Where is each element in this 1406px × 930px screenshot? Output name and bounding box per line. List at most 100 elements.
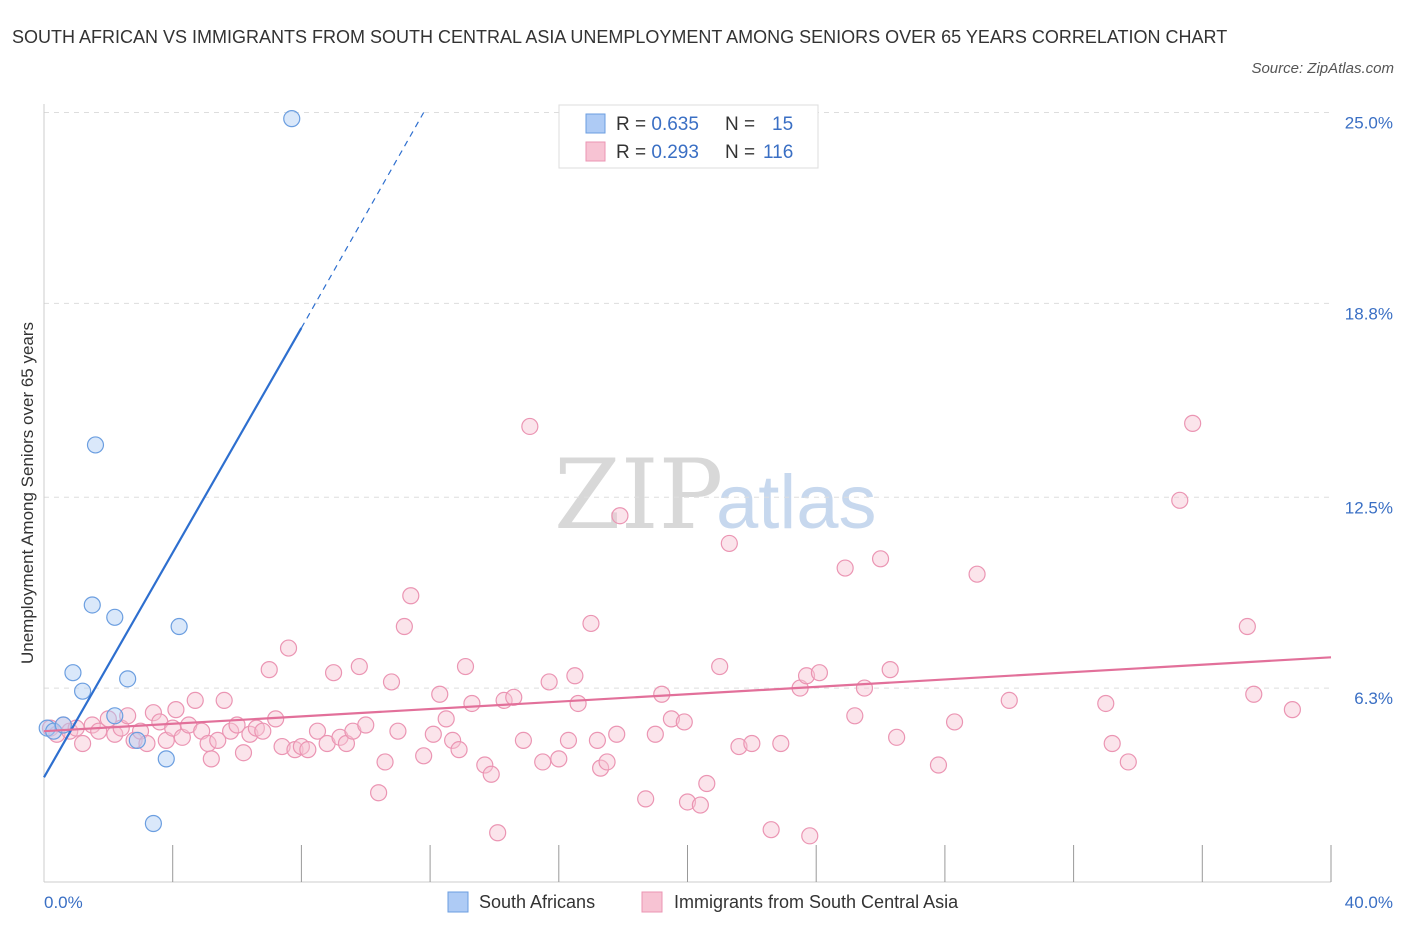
data-point-immigrants	[1238, 617, 1256, 636]
data-point-immigrants	[254, 722, 272, 740]
bottom-legend-swatch-pink	[641, 891, 663, 913]
data-point-south-africans	[64, 664, 82, 682]
data-point-immigrants	[463, 694, 481, 713]
watermark: ZIP atlas	[554, 439, 877, 551]
data-point-immigrants	[209, 731, 227, 750]
data-point-immigrants	[637, 790, 655, 808]
chart-title: SOUTH AFRICAN VS IMMIGRANTS FROM SOUTH C…	[12, 27, 1228, 47]
data-point-immigrants	[482, 765, 500, 783]
data-point-immigrants	[743, 734, 761, 753]
data-point-immigrants	[772, 734, 790, 753]
data-point-south-africans	[144, 814, 162, 833]
data-point-immigrants	[801, 827, 819, 845]
data-point-south-africans	[106, 707, 124, 725]
data-point-immigrants	[370, 784, 388, 802]
data-point-immigrants	[592, 759, 610, 777]
data-point-immigrants	[138, 734, 156, 753]
data-point-immigrants	[653, 685, 671, 703]
data-point-immigrants	[678, 793, 697, 811]
data-point-south-africans	[157, 750, 175, 768]
data-point-south-africans	[74, 682, 92, 700]
data-point-immigrants	[382, 673, 401, 691]
data-point-immigrants	[215, 691, 233, 709]
data-point-immigrants	[871, 550, 890, 568]
data-point-immigrants	[308, 722, 327, 740]
legend-swatch-blue	[585, 113, 606, 134]
data-point-immigrants	[945, 713, 964, 731]
data-point-immigrants	[119, 707, 137, 725]
data-point-immigrants	[1283, 701, 1301, 719]
data-point-immigrants	[456, 657, 475, 676]
data-point-south-africans	[83, 596, 101, 614]
data-point-south-africans	[170, 617, 188, 636]
data-point-immigrants	[395, 617, 413, 636]
y-axis-title: Unemployment Among Seniors over 65 years	[18, 322, 37, 664]
data-point-immigrants	[186, 691, 204, 709]
legend-n-label: N =	[725, 142, 760, 163]
data-point-immigrants	[608, 725, 626, 743]
data-point-immigrants	[350, 657, 368, 676]
data-point-immigrants	[1245, 685, 1263, 703]
data-point-immigrants	[234, 744, 253, 762]
data-point-immigrants	[691, 796, 709, 814]
trend-line-south-africans	[43, 327, 303, 778]
data-point-south-africans	[119, 670, 137, 688]
y-tick-labels: 6.3% 12.5% 18.8% 25.0%	[1345, 114, 1393, 709]
data-point-immigrants	[1171, 491, 1189, 509]
trend-line-immigrants	[43, 656, 1332, 733]
data-point-immigrants	[1184, 414, 1202, 432]
data-point-immigrants	[444, 731, 462, 750]
data-point-immigrants	[476, 756, 494, 774]
data-point-south-africans	[106, 608, 124, 626]
bottom-legend-swatch-blue	[447, 891, 469, 913]
x-tick-label-min: 0.0%	[44, 893, 83, 912]
data-point-immigrants	[279, 639, 298, 657]
data-point-south-africans	[128, 731, 146, 750]
data-point-immigrants	[389, 722, 407, 740]
data-point-immigrants	[144, 704, 162, 722]
data-point-immigrants	[273, 737, 291, 756]
data-point-immigrants	[888, 728, 906, 746]
data-point-immigrants	[559, 731, 578, 750]
data-point-immigrants	[437, 710, 455, 728]
data-point-immigrants	[836, 559, 854, 577]
data-point-immigrants	[540, 673, 558, 691]
data-point-immigrants	[720, 534, 738, 553]
x-ticks	[172, 845, 1332, 882]
series-legend: South Africans Immigrants from South Cen…	[447, 891, 959, 913]
watermark-zip: ZIP	[554, 439, 723, 551]
data-point-immigrants	[376, 753, 394, 771]
data-point-immigrants	[881, 661, 899, 679]
data-point-immigrants	[521, 417, 539, 436]
data-point-immigrants	[730, 737, 748, 756]
y-tick-label: 25.0%	[1345, 114, 1393, 133]
data-point-immigrants	[534, 753, 552, 771]
legend-n-value: 15	[772, 114, 793, 135]
data-point-south-africans	[283, 110, 301, 128]
data-point-immigrants	[566, 667, 584, 685]
data-point-immigrants	[202, 750, 220, 768]
data-point-immigrants	[846, 707, 864, 725]
legend-r-value: 0.635	[651, 114, 699, 135]
source-label: Source: ZipAtlas.com	[1251, 60, 1394, 77]
legend-r-label: R =	[616, 114, 651, 135]
y-tick-label: 12.5%	[1345, 498, 1393, 517]
data-point-south-africans	[86, 436, 105, 454]
data-point-immigrants	[450, 741, 468, 759]
data-point-immigrants	[611, 507, 629, 525]
data-point-immigrants	[1103, 734, 1121, 753]
trend-line-south-africans-extension	[300, 112, 425, 329]
data-point-immigrants	[929, 756, 948, 774]
data-point-immigrants	[505, 688, 523, 706]
legend-n-label: N =	[725, 114, 760, 135]
data-point-immigrants	[698, 774, 716, 793]
bottom-legend-label-immigrants: Immigrants from South Central Asia	[674, 892, 959, 912]
data-point-immigrants	[402, 587, 420, 605]
legend-row-2: R = 0.293 N = 116	[616, 142, 793, 163]
series-south-africans-points	[38, 110, 301, 833]
correlation-legend: R = 0.635 N = 15 R = 0.293 N = 116	[558, 104, 819, 169]
data-point-immigrants	[299, 741, 317, 759]
data-point-immigrants	[810, 664, 829, 682]
y-tick-label: 6.3%	[1354, 689, 1393, 708]
